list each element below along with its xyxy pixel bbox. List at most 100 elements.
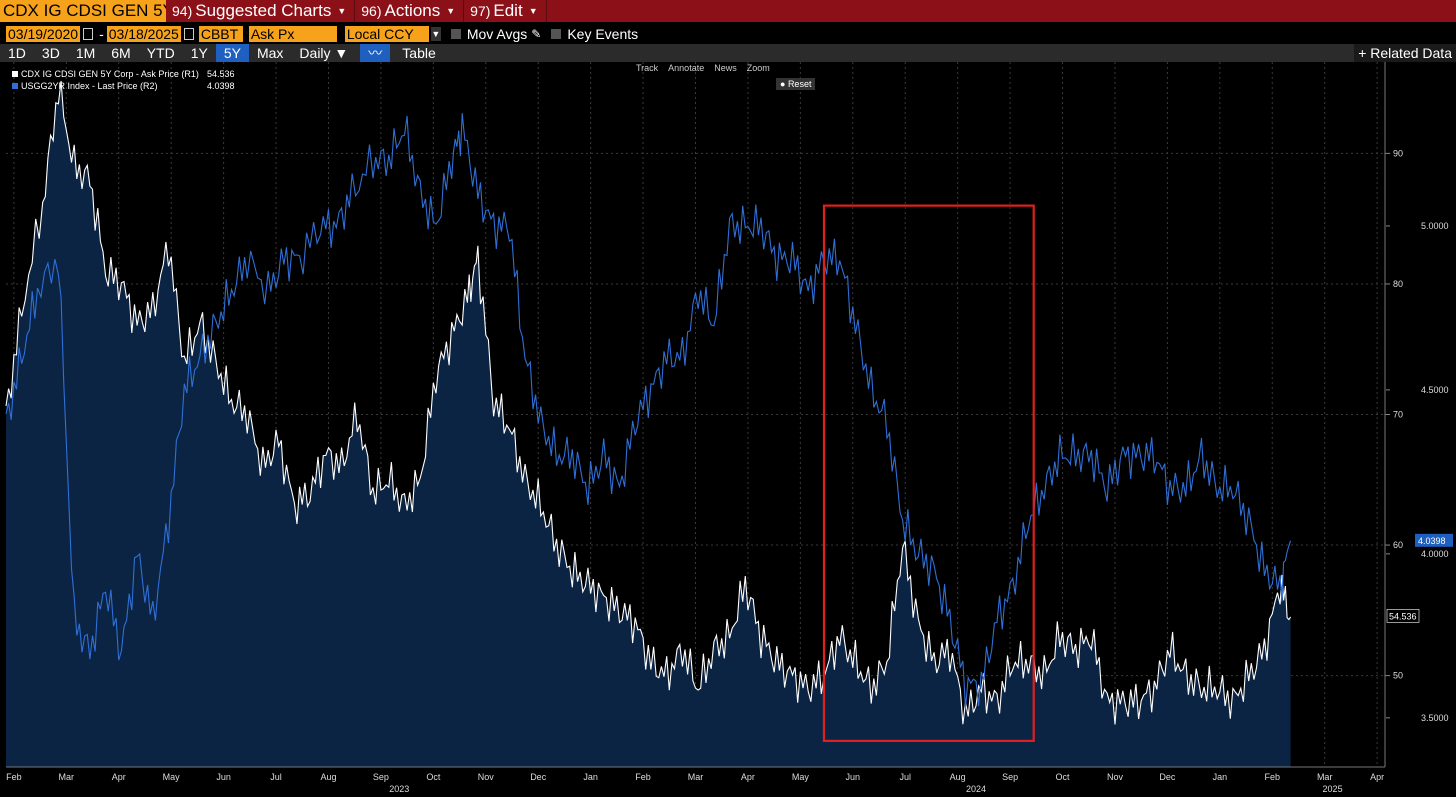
range-1y[interactable]: 1Y <box>190 45 208 61</box>
legend-swatch <box>12 71 18 77</box>
line-chart-icon[interactable]: 〰 <box>360 44 391 62</box>
x-tick-label: Nov <box>1107 772 1124 782</box>
legend: CDX IG CDSI GEN 5Y Corp - Ask Price (R1)… <box>12 68 235 92</box>
menu-edit[interactable]: 97) Edit ▼ <box>470 0 547 22</box>
x-tick-label: Nov <box>478 772 495 782</box>
legend-value: 4.0398 <box>207 81 235 91</box>
x-tick-label: Oct <box>1056 772 1071 782</box>
range-bar: 1D 3D 1M 6M YTD 1Y 5Y Max Daily ▼ 〰 Tabl… <box>0 44 1456 62</box>
dropdown-icon: ▼ <box>528 6 538 16</box>
legend-name: USGG2YR Index - Last Price (R2) <box>21 81 158 91</box>
r2-last-label: 4.0398 <box>1418 536 1446 546</box>
start-date-input[interactable]: 03/19/2020 <box>6 26 81 42</box>
range-1d[interactable]: 1D <box>8 45 26 61</box>
cdx-series-line <box>5 80 1292 725</box>
key-events-label[interactable]: Key Events <box>567 26 639 42</box>
key-events-checkbox[interactable] <box>551 29 562 39</box>
table-button[interactable]: Table <box>402 45 436 61</box>
x-tick-label: Sep <box>1002 772 1018 782</box>
x-tick-label: Feb <box>1265 772 1281 782</box>
x-tick-label: Jun <box>846 772 861 782</box>
mov-avgs-label[interactable]: Mov Avgs <box>466 26 528 42</box>
chart-tools: Track Annotate News Zoom <box>636 63 770 73</box>
controls-row: 03/19/2020 - 03/18/2025 CBBT Ask Px Loca… <box>0 25 638 43</box>
cdx-area-fill <box>6 81 1291 767</box>
x-tick-label: Apr <box>112 772 126 782</box>
r2-tick-label: 3.5000 <box>1421 713 1449 723</box>
news-tool[interactable]: News <box>714 63 737 73</box>
legend-swatch <box>12 83 18 89</box>
menu-suggested-charts[interactable]: 94) Suggested Charts ▼ <box>172 0 356 22</box>
x-tick-label: Sep <box>373 772 389 782</box>
x-tick-label: Dec <box>530 772 547 782</box>
x-tick-label: Dec <box>1159 772 1176 782</box>
menu-num: 96) <box>361 3 382 19</box>
highlight-box <box>822 204 1035 742</box>
currency-select[interactable]: Local CCY <box>344 26 429 42</box>
r1-tick-label: 60 <box>1393 540 1403 550</box>
legend-item-ust[interactable]: USGG2YR Index - Last Price (R2) 4.0398 <box>12 80 235 92</box>
zoom-tool[interactable]: Zoom <box>746 63 770 73</box>
track-tool[interactable]: Track <box>636 63 659 73</box>
range-6m[interactable]: 6M <box>111 45 131 61</box>
date-separator: - <box>99 26 104 42</box>
field-select[interactable]: Ask Px <box>248 26 337 42</box>
ticker-field[interactable]: CDX IG CDSI GEN 5Y <box>0 0 166 22</box>
r2-tick-label: 4.0000 <box>1421 549 1449 559</box>
r1-tick-label: 50 <box>1393 671 1403 681</box>
axes: Feb Mar Apr May Jun Jul Aug Sep Oct Nov Dec Jan Feb M… <box>6 62 1453 794</box>
pencil-icon[interactable]: ✎ <box>531 27 542 41</box>
range-5y[interactable]: 5Y <box>215 44 249 62</box>
x-tick-label: Feb <box>635 772 651 782</box>
menu-label: Suggested Charts <box>195 1 332 20</box>
range-max[interactable]: Max <box>256 45 284 61</box>
range-1m[interactable]: 1M <box>75 45 96 61</box>
related-data-button[interactable]: + Related Data <box>1354 44 1456 62</box>
header-bar: CDX IG CDSI GEN 5Y 94) Suggested Charts ▼ … <box>0 0 1456 22</box>
x-tick-label: Aug <box>320 772 336 782</box>
menu-num: 97) <box>470 3 491 19</box>
x-tick-label: Apr <box>741 772 755 782</box>
dropdown-icon: ▼ <box>446 6 456 16</box>
r2-tick-label: 4.5000 <box>1421 385 1449 395</box>
x-tick-label: Jul <box>899 772 911 782</box>
x-tick-label: Jul <box>270 772 282 782</box>
x-tick-label: Mar <box>688 772 704 782</box>
x-tick-label: Feb <box>6 772 22 782</box>
calendar-icon[interactable] <box>83 28 94 40</box>
legend-item-cdx[interactable]: CDX IG CDSI GEN 5Y Corp - Ask Price (R1)… <box>12 68 235 80</box>
r1-last-label: 54.536 <box>1389 611 1417 621</box>
x-tick-label: Jan <box>583 772 598 782</box>
r1-tick-label: 90 <box>1393 148 1403 158</box>
year-label: 2025 <box>1323 784 1343 794</box>
calendar-icon[interactable] <box>183 28 194 40</box>
chart-area[interactable]: Feb Mar Apr May Jun Jul Aug Sep Oct Nov Dec Jan Feb M… <box>0 62 1456 797</box>
range-ytd[interactable]: YTD <box>146 45 175 61</box>
year-label: 2023 <box>389 784 409 794</box>
frequency-label: Daily <box>299 45 331 61</box>
x-tick-label: Jun <box>216 772 231 782</box>
end-date-input[interactable]: 03/18/2025 <box>106 26 181 42</box>
x-tick-label: Mar <box>59 772 75 782</box>
mov-avgs-checkbox[interactable] <box>450 29 461 39</box>
x-tick-label: Oct <box>426 772 441 782</box>
annotate-tool[interactable]: Annotate <box>668 63 705 73</box>
menu-num: 94) <box>172 3 193 19</box>
dropdown-icon: ▼ <box>337 6 347 16</box>
x-tick-label: May <box>163 772 181 782</box>
dropdown-icon[interactable]: ▼ <box>430 27 441 41</box>
menu-actions[interactable]: 96) Actions ▼ <box>361 0 465 22</box>
r1-last-box <box>1386 609 1420 623</box>
source-field[interactable]: CBBT <box>198 26 243 42</box>
frequency-select[interactable]: Daily ▼ <box>299 45 349 61</box>
x-tick-label: Mar <box>1317 772 1333 782</box>
reset-button[interactable]: ● Reset <box>776 78 816 90</box>
x-tick-label: Apr <box>1370 772 1384 782</box>
r2-tick-label: 5.0000 <box>1421 221 1449 231</box>
r1-tick-label: 80 <box>1393 279 1403 289</box>
menu-label: Edit <box>493 1 523 20</box>
year-label: 2024 <box>966 784 986 794</box>
range-3d[interactable]: 3D <box>41 45 60 61</box>
r2-last-box <box>1415 533 1453 547</box>
ust-series-line <box>5 113 1292 708</box>
